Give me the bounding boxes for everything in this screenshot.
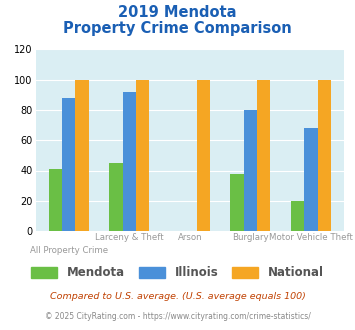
Bar <box>109 163 123 231</box>
Bar <box>136 80 149 231</box>
Bar <box>257 80 271 231</box>
Text: Compared to U.S. average. (U.S. average equals 100): Compared to U.S. average. (U.S. average … <box>50 292 305 301</box>
Text: Arson: Arson <box>178 233 202 242</box>
Text: All Property Crime: All Property Crime <box>30 246 108 255</box>
Bar <box>244 110 257 231</box>
Bar <box>230 174 244 231</box>
Text: Motor Vehicle Theft: Motor Vehicle Theft <box>269 233 353 242</box>
Bar <box>49 169 62 231</box>
Text: Property Crime Comparison: Property Crime Comparison <box>63 21 292 36</box>
Bar <box>197 80 210 231</box>
Bar <box>304 128 318 231</box>
Text: 2019 Mendota: 2019 Mendota <box>118 5 237 20</box>
Bar <box>318 80 331 231</box>
Bar <box>291 201 304 231</box>
Bar <box>62 98 76 231</box>
Text: © 2025 CityRating.com - https://www.cityrating.com/crime-statistics/: © 2025 CityRating.com - https://www.city… <box>45 312 310 321</box>
Bar <box>123 92 136 231</box>
Bar <box>76 80 89 231</box>
Legend: Mendota, Illinois, National: Mendota, Illinois, National <box>27 262 328 284</box>
Text: Burglary: Burglary <box>232 233 269 242</box>
Text: Larceny & Theft: Larceny & Theft <box>95 233 164 242</box>
